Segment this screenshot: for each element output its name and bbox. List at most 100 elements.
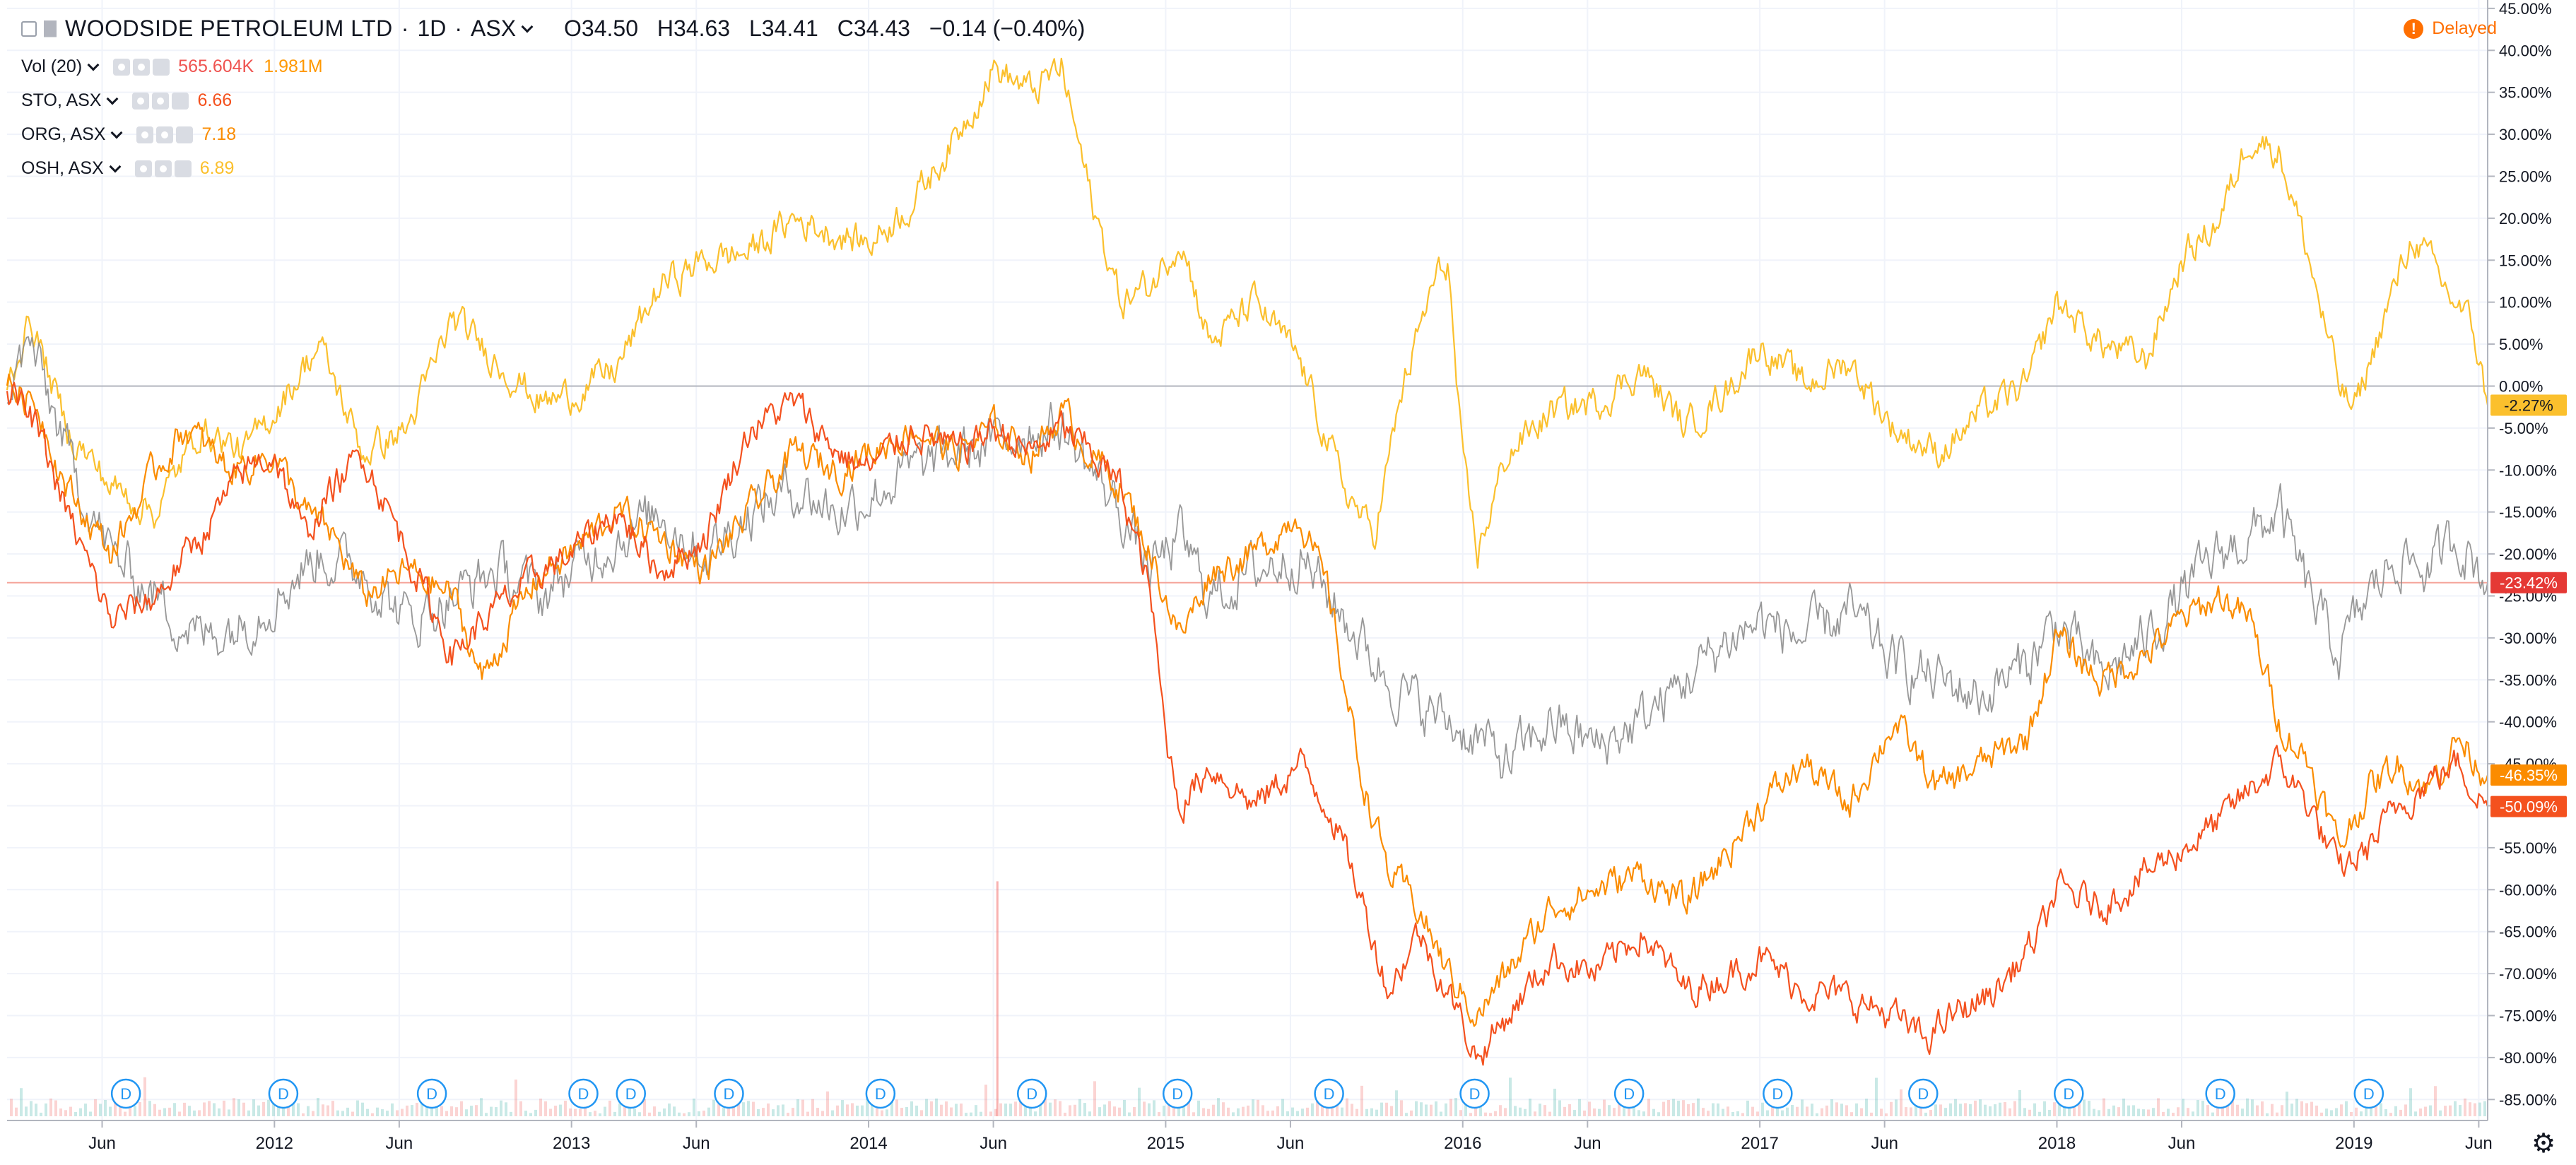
volume-bar <box>2419 1108 2422 1116</box>
dividend-circle <box>616 1078 647 1109</box>
volume-bar <box>2315 1105 2318 1116</box>
dividend-marker[interactable]: D <box>2353 1078 2384 1109</box>
volume-bar <box>2206 1105 2209 1116</box>
volume-bar <box>1168 1098 1170 1116</box>
volume-bar <box>2093 1108 2095 1116</box>
volume-bar <box>1949 1103 1952 1116</box>
indicator-controls[interactable] <box>132 92 192 110</box>
dividend-marker[interactable]: D <box>1459 1078 1490 1109</box>
volume-bar <box>1539 1104 1541 1116</box>
volume-bar <box>955 1104 958 1116</box>
interval[interactable]: 1D <box>417 16 447 41</box>
volume-bar <box>1385 1102 1388 1116</box>
chevron-down-icon[interactable] <box>110 126 123 138</box>
dividend-marker[interactable]: D <box>1162 1078 1193 1109</box>
volume-bar <box>1568 1104 1571 1116</box>
volume-bar <box>20 1088 23 1116</box>
indicator-row-sto[interactable]: STO, ASX 6.66 <box>21 90 232 111</box>
volume-bar <box>2167 1108 2170 1116</box>
dividend-marker[interactable]: D <box>2054 1078 2084 1109</box>
volume-bar <box>168 1107 171 1116</box>
exchange[interactable]: ASX <box>471 16 517 41</box>
volume-bar <box>1924 1112 1927 1116</box>
indicator-label[interactable]: STO, ASX <box>21 90 102 110</box>
dividend-label: D <box>724 1085 735 1103</box>
volume-bar <box>2439 1110 2442 1116</box>
indicator-label[interactable]: ORG, ASX <box>21 124 106 144</box>
collapse-toggle-icon[interactable] <box>21 20 37 37</box>
volume-bar <box>1613 1108 1616 1116</box>
volume-bar <box>1548 1111 1551 1116</box>
volume-bar <box>539 1099 542 1116</box>
volume-bar <box>425 1102 428 1116</box>
volume-bar <box>1346 1098 1348 1116</box>
close-icon <box>176 126 194 143</box>
volume-bar <box>153 1104 156 1116</box>
chevron-down-icon[interactable] <box>109 160 122 172</box>
chevron-down-icon[interactable] <box>106 93 119 105</box>
indicator-controls[interactable] <box>136 126 196 143</box>
volume-bar <box>1291 1107 1294 1116</box>
volume-bar <box>183 1102 186 1116</box>
volume-bar <box>980 1111 982 1116</box>
y-tick-label: -10.00% <box>2499 461 2557 479</box>
volume-bar <box>2251 1099 2254 1116</box>
volume-bar <box>1687 1104 1690 1116</box>
volume-bar <box>688 1112 690 1116</box>
volume-bar <box>2325 1108 2328 1116</box>
ohlc-values: O34.50 H34.63 L34.41 C34.43 −0.14 (−0.40… <box>564 16 1098 42</box>
volume-bar <box>1088 1111 1091 1116</box>
volume-bar <box>2177 1107 2180 1116</box>
dividend-marker[interactable]: D <box>1314 1078 1344 1109</box>
indicator-label[interactable]: Vol (20) <box>21 57 83 76</box>
dividend-marker[interactable]: D <box>268 1078 299 1109</box>
volume-bar <box>1420 1102 1423 1116</box>
dividend-marker[interactable]: D <box>714 1078 744 1109</box>
volume-bar <box>1281 1099 1284 1116</box>
dividend-marker[interactable]: D <box>416 1078 447 1109</box>
volume-bar <box>737 1102 740 1116</box>
chevron-down-icon[interactable] <box>521 20 534 32</box>
volume-bar <box>1578 1099 1581 1116</box>
volume-bar <box>119 1101 122 1116</box>
dividend-marker[interactable]: D <box>865 1078 896 1109</box>
volume-bar <box>1336 1103 1339 1116</box>
legend: WOODSIDE PETROLEUM LTD · 1D · ASX O34.50… <box>0 0 2474 191</box>
volume-bar <box>1440 1111 1442 1116</box>
indicator-row-vol[interactable]: Vol (20) 565.604K 1.981M <box>21 57 323 77</box>
chevron-down-icon[interactable] <box>87 59 100 71</box>
volume-bar <box>881 1110 883 1116</box>
indicator-controls[interactable] <box>113 58 172 76</box>
volume-bar <box>920 1110 923 1116</box>
badge-label: -2.27% <box>2504 396 2553 414</box>
volume-bar <box>1712 1103 1715 1116</box>
indicator-controls[interactable] <box>134 160 194 177</box>
dividend-marker[interactable]: D <box>568 1078 599 1109</box>
indicator-row-org[interactable]: ORG, ASX 7.18 <box>21 124 236 145</box>
dividend-marker[interactable]: D <box>1763 1078 1793 1109</box>
volume-bar <box>569 1108 572 1116</box>
volume-bar <box>203 1102 206 1116</box>
dividend-marker[interactable]: D <box>1016 1078 1047 1109</box>
volume-bar <box>1217 1098 1220 1116</box>
dividend-marker[interactable]: D <box>110 1078 141 1109</box>
volume-bar <box>777 1105 780 1116</box>
eye-icon <box>136 126 154 143</box>
volume-bar <box>2048 1109 2051 1116</box>
indicator-label[interactable]: OSH, ASX <box>21 158 104 178</box>
volume-bar <box>1529 1099 1531 1116</box>
dividend-marker[interactable]: D <box>1613 1078 1645 1109</box>
volume-bar <box>2449 1105 2452 1116</box>
indicator-row-osh[interactable]: OSH, ASX 6.89 <box>21 158 234 179</box>
gear-icon[interactable]: ⚙ <box>2531 1129 2556 1159</box>
dividend-marker[interactable]: D <box>616 1078 647 1109</box>
delayed-badge[interactable]: ! Delayed <box>2404 18 2497 39</box>
volume-bar <box>975 1105 977 1116</box>
symbol-name[interactable]: WOODSIDE PETROLEUM LTD <box>65 16 393 41</box>
volume-bar <box>480 1098 483 1116</box>
x-tick-label: 2019 <box>2335 1134 2372 1153</box>
dividend-marker[interactable]: D <box>2205 1078 2235 1109</box>
dividend-marker[interactable]: D <box>1908 1078 1939 1109</box>
dividend-label: D <box>1324 1085 1335 1103</box>
